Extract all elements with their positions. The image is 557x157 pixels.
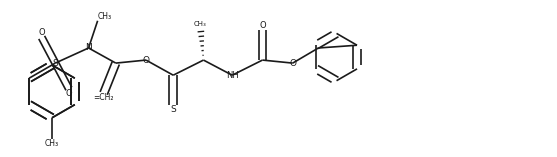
Text: S: S — [52, 59, 58, 68]
Text: O: O — [143, 56, 149, 65]
Text: CH₃: CH₃ — [97, 12, 112, 21]
Text: NH: NH — [226, 71, 238, 80]
Text: S: S — [170, 106, 176, 114]
Text: O: O — [38, 28, 45, 37]
Text: O: O — [289, 59, 296, 68]
Text: O: O — [259, 21, 266, 30]
Text: N: N — [85, 43, 92, 52]
Text: CH₃: CH₃ — [45, 139, 59, 148]
Text: =CH₂: =CH₂ — [94, 93, 114, 102]
Text: O: O — [66, 89, 72, 98]
Text: CH₃: CH₃ — [194, 21, 207, 27]
